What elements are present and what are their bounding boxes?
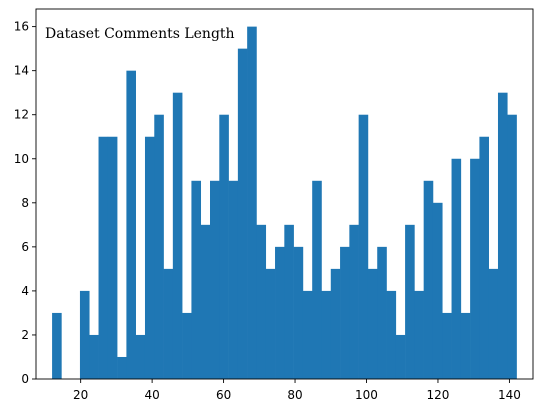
histogram-bar — [172, 92, 183, 379]
y-tick-label: 16 — [14, 20, 29, 34]
y-tick-label: 14 — [14, 64, 29, 78]
x-tick-label: 40 — [144, 388, 159, 402]
histogram-bar — [117, 356, 127, 379]
histogram-bar — [470, 158, 480, 379]
y-axis-ticks: 0 2 4 6 8 10 12 14 16 — [14, 20, 36, 386]
histogram-bar — [275, 246, 285, 379]
histogram-bar — [265, 268, 276, 379]
histogram-bar — [330, 268, 341, 379]
histogram-bar — [321, 290, 332, 379]
histogram-bar — [367, 268, 378, 379]
y-tick-label: 10 — [14, 152, 29, 166]
histogram-bar — [182, 312, 192, 379]
y-tick-label: 12 — [14, 108, 29, 122]
histogram-bar — [349, 224, 359, 379]
histogram-bar — [210, 180, 220, 379]
histogram-bar — [219, 114, 229, 380]
x-tick-label: 140 — [498, 388, 521, 402]
histogram-bar — [479, 136, 489, 379]
histogram-bar — [79, 290, 90, 379]
histogram-bar — [312, 180, 322, 379]
x-axis-ticks: 20 40 60 80 100 120 140 — [73, 379, 521, 402]
histogram-bar — [497, 92, 508, 379]
histogram-bar — [154, 114, 164, 380]
histogram-bar — [442, 312, 452, 379]
x-tick-label: 60 — [216, 388, 231, 402]
histogram-bar — [386, 290, 397, 379]
histogram-bar — [144, 136, 155, 379]
histogram-bar — [52, 312, 62, 379]
histogram-bar — [256, 224, 267, 379]
histogram-bar — [488, 268, 499, 379]
histogram-bar — [200, 224, 211, 379]
y-tick-label: 4 — [21, 284, 29, 298]
x-tick-label: 20 — [73, 388, 88, 402]
bar-group — [52, 26, 517, 380]
chart-title: Dataset Comments Length — [45, 26, 235, 42]
histogram-bar — [423, 180, 434, 379]
histogram-bar — [414, 290, 424, 379]
histogram-bar — [405, 224, 415, 379]
plot-frame — [35, 8, 534, 380]
histogram-bar — [237, 48, 248, 379]
histogram-bar — [340, 246, 350, 379]
x-tick-label: 80 — [287, 388, 302, 402]
histogram-bar — [302, 290, 313, 379]
histogram-bar — [507, 114, 517, 380]
histogram-bar — [460, 312, 471, 379]
y-tick-label: 8 — [21, 196, 29, 210]
histogram-bar — [89, 334, 99, 379]
histogram-bar — [377, 246, 387, 379]
histogram-bar — [228, 180, 239, 379]
x-tick-label: 100 — [355, 388, 378, 402]
histogram-bar — [98, 136, 109, 379]
histogram-bar — [126, 70, 136, 380]
histogram-bar — [358, 114, 369, 380]
y-tick-label: 0 — [21, 372, 29, 386]
histogram-bar — [395, 334, 406, 379]
histogram-bar — [293, 246, 304, 379]
histogram-bar — [432, 202, 443, 379]
histogram-bar — [284, 224, 294, 379]
histogram-bar — [191, 180, 202, 379]
x-tick-label: 120 — [427, 388, 450, 402]
histogram-bar — [247, 26, 257, 380]
histogram-bar — [451, 158, 462, 379]
histogram-bar — [163, 268, 174, 379]
histogram-bar — [107, 136, 118, 379]
y-tick-label: 2 — [21, 328, 29, 342]
histogram-bar — [135, 334, 146, 379]
y-tick-label: 6 — [21, 240, 29, 254]
